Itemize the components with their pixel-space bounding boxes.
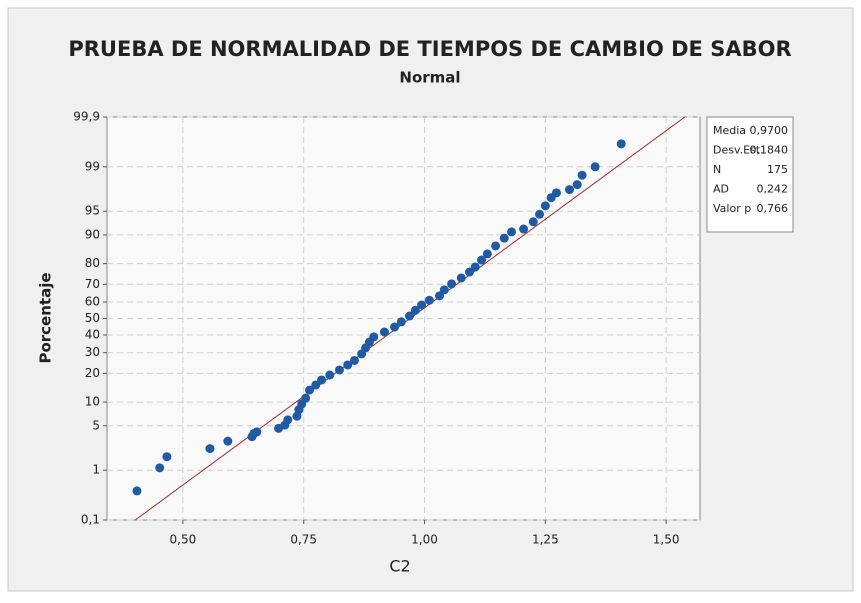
stat-name: Valor p xyxy=(713,202,751,215)
x-tick-label: 0,75 xyxy=(290,533,317,547)
data-point xyxy=(349,355,359,365)
stat-value: 0,766 xyxy=(757,202,789,215)
data-point xyxy=(396,317,406,327)
y-tick-label: 99,9 xyxy=(73,110,100,124)
stat-value: 0,1840 xyxy=(750,144,789,157)
stat-name: Desv.Est. xyxy=(713,144,764,157)
data-point xyxy=(311,380,321,390)
data-point xyxy=(334,365,344,375)
y-tick-label: 60 xyxy=(85,294,100,308)
data-point xyxy=(369,332,379,342)
data-point xyxy=(252,427,262,437)
y-axis-label: Porcentaje xyxy=(37,272,55,363)
x-tick-label: 1,00 xyxy=(411,533,438,547)
stat-value: 175 xyxy=(767,163,788,176)
y-tick-label: 80 xyxy=(85,256,100,270)
data-point xyxy=(477,255,487,265)
data-point xyxy=(540,201,550,211)
data-point xyxy=(283,415,293,425)
data-point xyxy=(343,360,353,370)
data-point xyxy=(317,375,327,385)
stat-value: 0,9700 xyxy=(750,124,789,137)
x-tick-label: 0,50 xyxy=(170,533,197,547)
data-point xyxy=(491,241,501,251)
y-tick-label: 5 xyxy=(92,418,100,432)
stat-value: 0,242 xyxy=(757,183,789,196)
data-point xyxy=(155,463,165,473)
chart-title: PRUEBA DE NORMALIDAD DE TIEMPOS DE CAMBI… xyxy=(68,37,791,61)
stat-name: Media xyxy=(713,124,746,137)
data-point xyxy=(616,139,626,149)
data-point xyxy=(551,188,561,198)
data-point xyxy=(304,385,314,395)
y-tick-label: 50 xyxy=(85,311,100,325)
data-point xyxy=(577,170,587,180)
data-point xyxy=(572,180,582,190)
data-point xyxy=(405,311,415,321)
data-point xyxy=(482,249,492,259)
data-point xyxy=(470,262,480,272)
y-tick-label: 20 xyxy=(85,366,100,380)
data-point xyxy=(565,185,575,195)
data-point xyxy=(162,452,172,462)
data-point xyxy=(499,233,509,243)
data-point xyxy=(590,162,600,172)
data-point xyxy=(390,322,400,332)
y-tick-label: 10 xyxy=(85,395,100,409)
data-point xyxy=(535,209,545,219)
y-tick-label: 90 xyxy=(85,227,100,241)
x-axis-label: C2 xyxy=(389,557,410,576)
data-point xyxy=(435,291,445,301)
data-point xyxy=(456,273,466,283)
data-point xyxy=(301,393,311,403)
data-point xyxy=(439,285,449,295)
chart-subtitle: Normal xyxy=(399,69,460,87)
stat-name: AD xyxy=(713,183,729,196)
data-point xyxy=(325,370,335,380)
y-tick-label: 95 xyxy=(85,204,100,218)
data-point xyxy=(424,295,434,305)
x-tick-label: 1,25 xyxy=(532,533,559,547)
y-tick-label: 99 xyxy=(85,159,100,173)
y-tick-label: 0,1 xyxy=(81,513,100,527)
y-tick-label: 30 xyxy=(85,345,100,359)
data-point xyxy=(507,227,517,237)
data-point xyxy=(417,300,427,310)
data-point xyxy=(519,224,529,234)
data-point xyxy=(223,436,233,446)
data-point xyxy=(205,444,215,454)
data-point xyxy=(132,486,142,496)
data-point xyxy=(447,279,457,289)
stats-box xyxy=(706,116,794,233)
stat-name: N xyxy=(713,163,721,176)
y-tick-label: 1 xyxy=(92,463,100,477)
data-point xyxy=(410,305,420,315)
data-point xyxy=(379,327,389,337)
y-tick-label: 70 xyxy=(85,277,100,291)
data-point xyxy=(528,217,538,227)
x-tick-label: 1,50 xyxy=(653,533,680,547)
y-tick-label: 40 xyxy=(85,328,100,342)
